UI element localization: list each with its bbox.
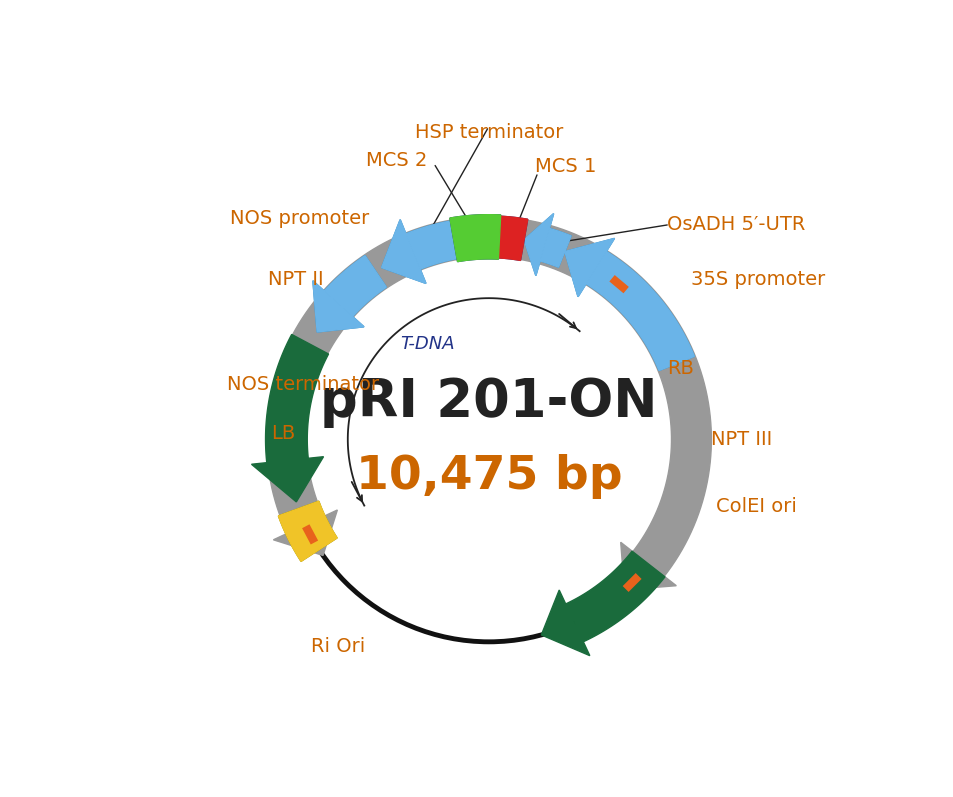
Polygon shape <box>266 217 711 597</box>
Text: HSP terminator: HSP terminator <box>415 124 562 142</box>
Text: RB: RB <box>666 359 693 379</box>
Text: 35S promoter: 35S promoter <box>691 270 825 289</box>
Polygon shape <box>540 590 589 656</box>
Polygon shape <box>313 281 364 332</box>
Text: ColEI ori: ColEI ori <box>716 497 796 516</box>
Text: pRI 201-ON: pRI 201-ON <box>320 376 657 429</box>
Polygon shape <box>406 221 456 269</box>
Polygon shape <box>278 501 336 561</box>
Polygon shape <box>324 256 386 316</box>
Text: MCS 1: MCS 1 <box>535 157 596 175</box>
Text: Ri Ori: Ri Ori <box>311 637 365 656</box>
Polygon shape <box>565 552 664 642</box>
Polygon shape <box>497 216 527 261</box>
Polygon shape <box>539 229 571 267</box>
Polygon shape <box>564 238 614 296</box>
Polygon shape <box>406 221 456 269</box>
Polygon shape <box>324 256 386 316</box>
Text: NPT II: NPT II <box>268 270 323 289</box>
Polygon shape <box>265 335 328 462</box>
Text: T-DNA: T-DNA <box>400 336 455 353</box>
Text: 10,475 bp: 10,475 bp <box>355 453 621 499</box>
Text: OsADH 5′-UTR: OsADH 5′-UTR <box>666 215 804 234</box>
Polygon shape <box>497 216 527 261</box>
Text: NPT III: NPT III <box>710 430 772 449</box>
Polygon shape <box>620 542 676 590</box>
Polygon shape <box>252 457 323 502</box>
Polygon shape <box>564 238 614 296</box>
Text: NOS terminator: NOS terminator <box>227 375 378 394</box>
Text: MCS 2: MCS 2 <box>366 151 427 170</box>
Polygon shape <box>278 501 336 561</box>
Text: LB: LB <box>271 424 295 442</box>
Polygon shape <box>539 229 571 267</box>
Polygon shape <box>381 220 425 284</box>
Polygon shape <box>274 510 337 556</box>
Text: NOS promoter: NOS promoter <box>230 209 369 228</box>
Polygon shape <box>585 251 694 371</box>
Polygon shape <box>313 281 364 332</box>
Polygon shape <box>523 214 553 276</box>
Polygon shape <box>585 251 694 371</box>
Polygon shape <box>381 220 425 284</box>
Polygon shape <box>523 214 553 276</box>
Polygon shape <box>450 214 500 261</box>
Polygon shape <box>450 214 500 261</box>
